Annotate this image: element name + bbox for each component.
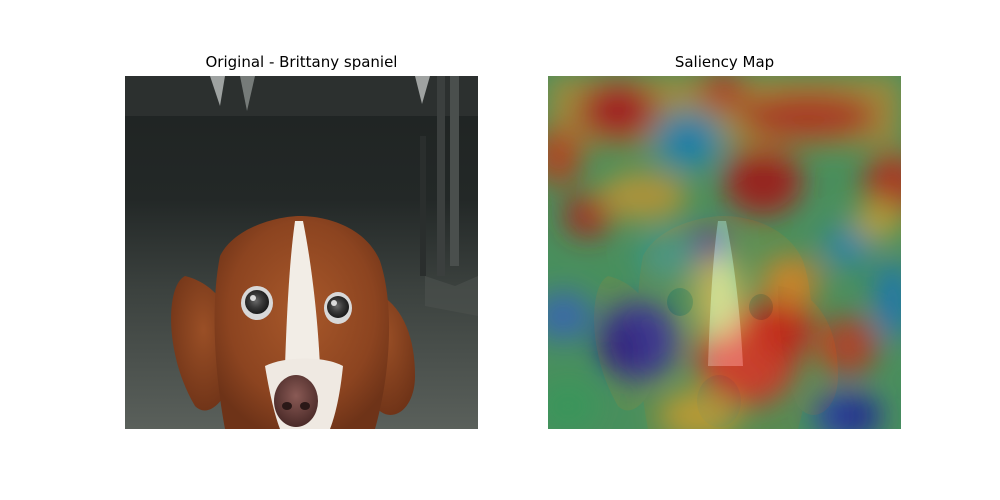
saliency-map-overlay (548, 76, 901, 429)
saliency-map-title: Saliency Map (674, 53, 775, 71)
original-dog-photo (125, 76, 478, 429)
original-image-title: Original - Brittany spaniel (205, 53, 398, 71)
